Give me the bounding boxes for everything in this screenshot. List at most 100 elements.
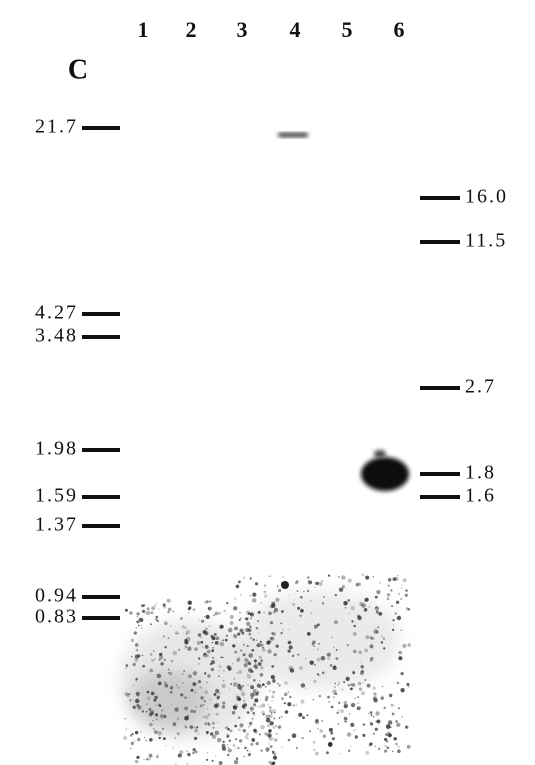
speck xyxy=(184,716,189,721)
speck xyxy=(338,682,340,684)
speck xyxy=(361,604,364,607)
speck xyxy=(338,710,339,711)
speck xyxy=(318,643,320,645)
speck xyxy=(242,706,245,709)
speck xyxy=(219,665,222,668)
speck xyxy=(397,682,400,685)
speck xyxy=(149,754,153,758)
speck xyxy=(245,617,248,620)
speck xyxy=(129,699,131,701)
speck xyxy=(180,617,183,620)
speck xyxy=(294,728,295,729)
speck xyxy=(310,600,311,601)
speck xyxy=(194,647,198,651)
speck xyxy=(264,584,267,587)
speck xyxy=(156,718,158,720)
speck xyxy=(256,643,260,647)
speck xyxy=(159,655,163,659)
speck xyxy=(322,580,323,581)
size-marker-bar xyxy=(420,196,460,200)
speck xyxy=(133,706,136,709)
size-marker-bar xyxy=(420,240,460,244)
speck xyxy=(216,659,217,660)
speck xyxy=(230,683,232,685)
size-marker-label: 1.37 xyxy=(35,514,78,536)
speck xyxy=(205,715,209,719)
speck xyxy=(203,704,204,705)
speck xyxy=(354,625,356,627)
speck xyxy=(288,641,292,645)
speck xyxy=(156,616,159,619)
speck xyxy=(255,692,258,695)
speck xyxy=(262,683,265,686)
speck xyxy=(247,673,249,675)
speck xyxy=(333,665,336,668)
speck xyxy=(249,633,251,635)
speck xyxy=(228,749,232,753)
speck xyxy=(171,660,174,663)
speck xyxy=(384,750,387,753)
speck xyxy=(360,661,361,662)
speck xyxy=(182,625,185,628)
speck xyxy=(210,699,211,700)
speck xyxy=(148,758,151,761)
speck xyxy=(338,723,339,724)
speck xyxy=(371,714,373,716)
speck xyxy=(331,706,334,709)
speck xyxy=(178,633,179,634)
speck xyxy=(234,725,237,728)
speck xyxy=(207,753,208,754)
speck xyxy=(382,695,383,696)
speck xyxy=(274,753,277,756)
speck xyxy=(256,742,259,745)
speck xyxy=(215,755,217,757)
speck xyxy=(352,683,356,687)
speck xyxy=(142,710,144,712)
size-marker-bar xyxy=(82,312,120,316)
speck xyxy=(350,723,354,727)
speck xyxy=(367,684,371,688)
speck xyxy=(381,636,383,638)
speck xyxy=(155,605,157,607)
speck xyxy=(247,712,249,714)
speck xyxy=(387,598,390,601)
speck xyxy=(253,703,256,706)
speck xyxy=(165,684,169,688)
speck xyxy=(252,598,257,603)
speck xyxy=(353,650,357,654)
speck xyxy=(195,692,197,694)
speck xyxy=(198,633,202,637)
speck xyxy=(253,679,256,682)
speck xyxy=(193,609,195,611)
speck xyxy=(184,706,188,710)
speck xyxy=(329,701,330,702)
speck xyxy=(369,606,370,607)
speck xyxy=(207,708,208,709)
speck xyxy=(269,690,270,691)
speck xyxy=(167,611,169,613)
blot-figure: C 12345621.74.273.481.981.591.370.940.83… xyxy=(0,0,535,765)
speck xyxy=(201,641,204,644)
lane-number: 5 xyxy=(342,17,353,42)
speck xyxy=(239,739,242,742)
speck xyxy=(393,577,397,581)
speck xyxy=(270,605,273,608)
speck xyxy=(337,684,339,686)
speck xyxy=(292,603,295,606)
speck xyxy=(135,699,139,703)
speck xyxy=(300,596,303,599)
speck xyxy=(275,598,279,602)
speck xyxy=(136,649,138,651)
speck xyxy=(142,610,145,613)
speck xyxy=(220,642,225,647)
speck xyxy=(170,625,172,627)
speck xyxy=(313,645,315,647)
speck xyxy=(171,704,172,705)
speck xyxy=(192,752,194,754)
speck xyxy=(125,609,128,612)
speck xyxy=(186,633,188,635)
speck xyxy=(272,691,275,694)
speck xyxy=(272,726,275,729)
speck xyxy=(178,649,180,651)
speck xyxy=(155,705,156,706)
